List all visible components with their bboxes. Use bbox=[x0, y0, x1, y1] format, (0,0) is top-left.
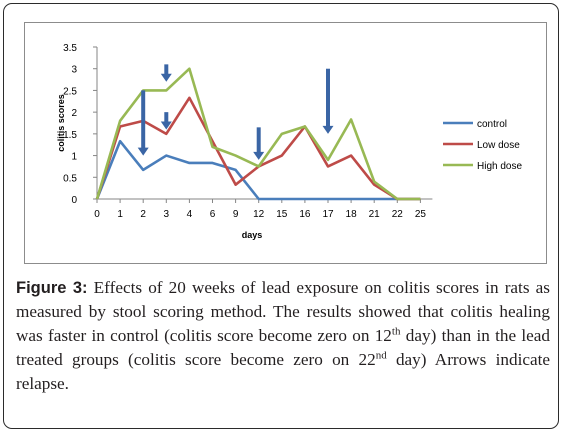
x-tick-label: 4 bbox=[187, 209, 193, 220]
x-tick-label: 25 bbox=[415, 209, 427, 220]
x-tick-label: 17 bbox=[322, 209, 334, 220]
x-tick-label: 1 bbox=[117, 209, 123, 220]
relapse-arrow-head bbox=[160, 121, 172, 130]
caption-sup-2: nd bbox=[375, 349, 387, 362]
legend-label-high-dose: High dose bbox=[477, 161, 522, 172]
series-line-control bbox=[95, 139, 421, 201]
caption-sup-1: th bbox=[391, 325, 401, 338]
legend-label-control: control bbox=[477, 119, 507, 130]
y-axis-title: colitis scores bbox=[56, 94, 66, 152]
x-tick-label: 2 bbox=[140, 209, 146, 220]
y-tick-label: 0 bbox=[71, 195, 77, 206]
x-tick-label: 18 bbox=[346, 209, 358, 220]
x-tick-label: 0 bbox=[94, 209, 100, 220]
caption-text-2: day) than in the lead treated groups (co… bbox=[16, 326, 551, 369]
y-tick-label: 2 bbox=[71, 108, 77, 119]
y-tick-label: 0.5 bbox=[63, 173, 77, 184]
y-tick-label: 3.5 bbox=[63, 43, 77, 54]
figure-frame bbox=[3, 3, 559, 429]
caption-text-1: Effects of 20 weeks of lead exposure on … bbox=[16, 278, 550, 345]
x-tick-label: 21 bbox=[369, 209, 381, 220]
x-tick-label: 6 bbox=[210, 209, 216, 220]
caption-text-3: day) Arrows indicate relapse. bbox=[16, 350, 551, 393]
relapse-arrow-head bbox=[137, 147, 149, 156]
y-tick-label: 1.5 bbox=[63, 130, 77, 141]
y-tick-label: 3 bbox=[71, 65, 77, 76]
x-axis-title: days bbox=[242, 230, 263, 240]
x-tick-label: 22 bbox=[392, 209, 404, 220]
legend-label-low-dose: Low dose bbox=[477, 140, 520, 151]
figure-caption: Figure 3: Effects of 20 weeks of lead ex… bbox=[16, 276, 550, 396]
x-tick-label: 9 bbox=[233, 209, 239, 220]
x-tick-label: 15 bbox=[276, 209, 288, 220]
caption-label: Figure 3: bbox=[16, 279, 88, 297]
x-tick-label: 12 bbox=[253, 209, 265, 220]
x-tick-label: 16 bbox=[299, 209, 311, 220]
relapse-arrow-head bbox=[160, 73, 172, 82]
x-tick-label: 3 bbox=[164, 209, 170, 220]
relapse-arrow-head bbox=[253, 151, 265, 160]
series-line-high-dose bbox=[95, 67, 421, 201]
relapse-arrow-head bbox=[322, 125, 334, 134]
y-tick-label: 2.5 bbox=[63, 86, 77, 97]
y-tick-label: 1 bbox=[71, 152, 77, 163]
